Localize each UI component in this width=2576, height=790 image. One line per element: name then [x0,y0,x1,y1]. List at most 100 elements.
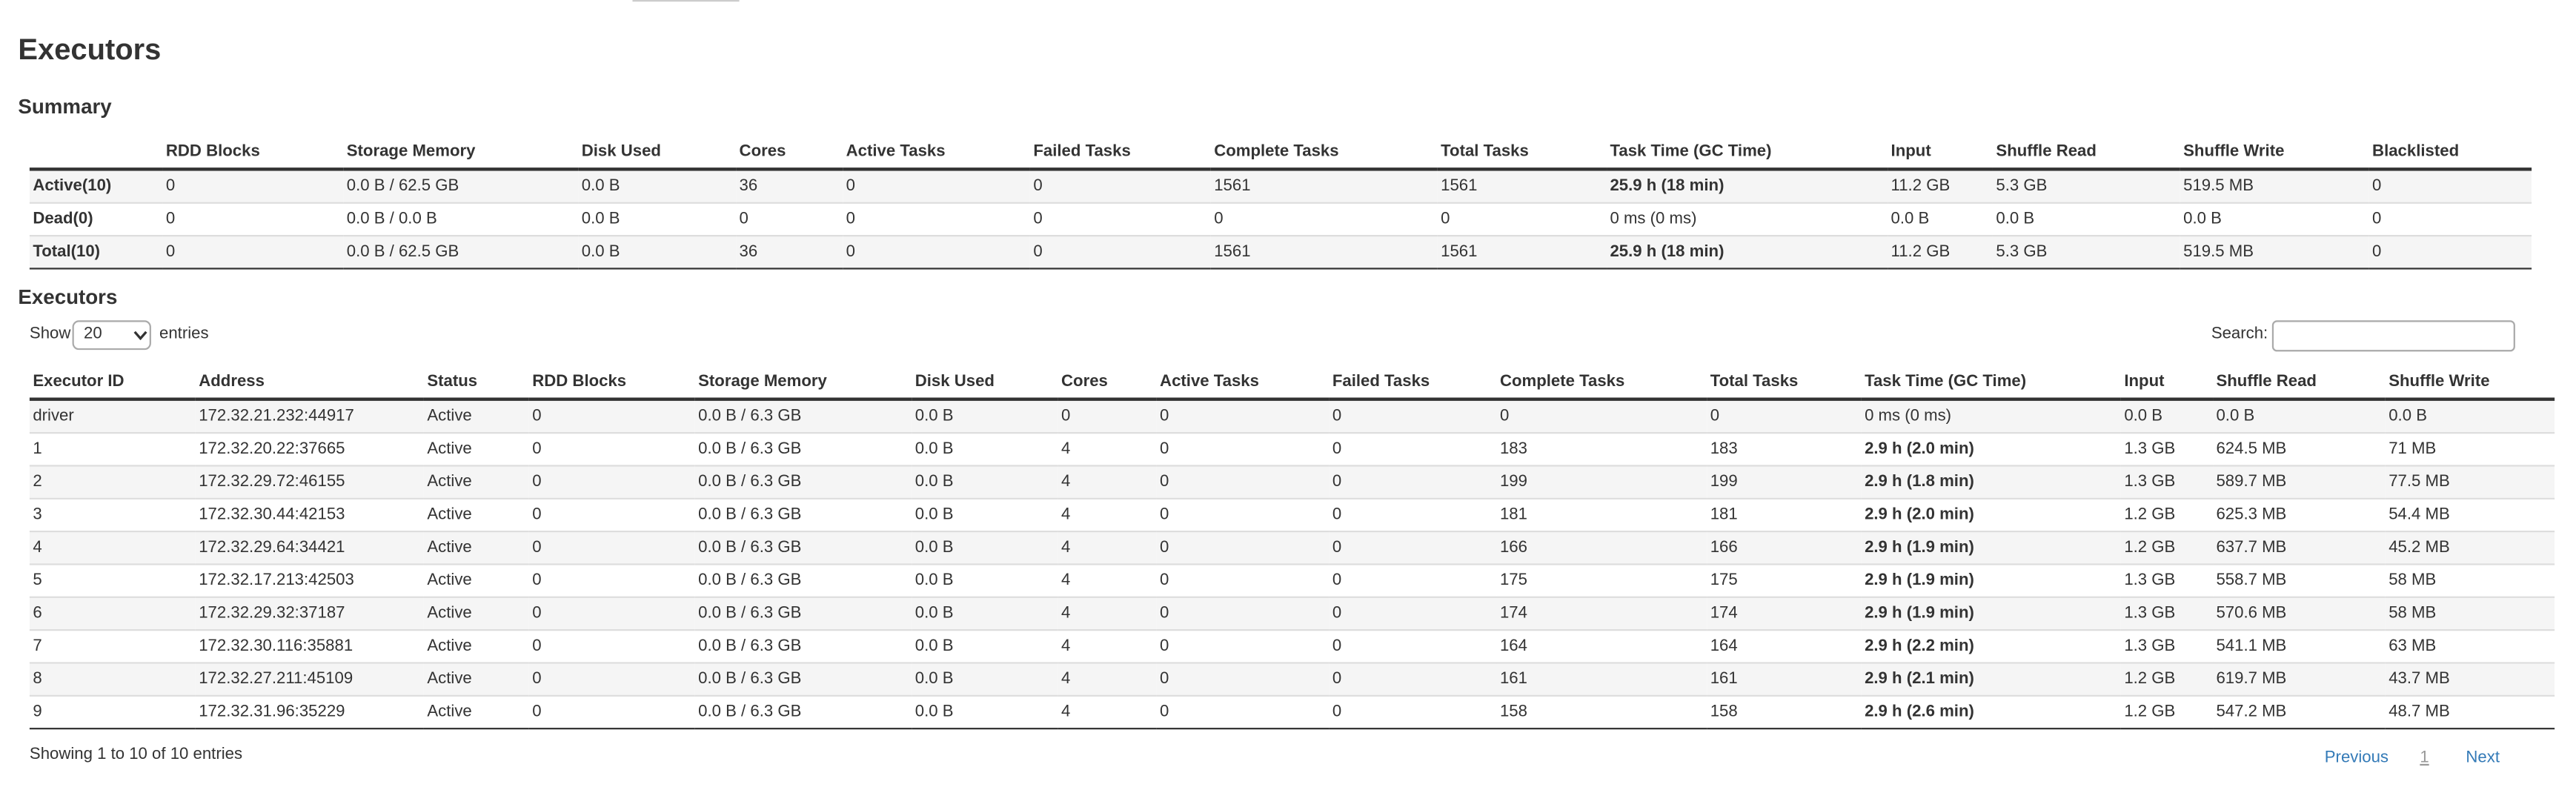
table-cell: 0.0 B / 62.5 GB [343,235,579,270]
column-header: Storage Memory [694,365,912,401]
table-cell: 0 [1329,465,1497,499]
table-cell: 1.3 GB [2120,465,2214,499]
table-cell: 181 [1496,497,1707,532]
table-cell: 0 [528,694,695,730]
column-header: Input [1888,134,1993,171]
table-cell: 181 [1707,497,1862,532]
column-header: Active Tasks [1156,365,1330,401]
table-row: 9 172.32.31.96:35229 Active 0 0.0 B / 6.3 GB… [29,694,2555,730]
table-cell: 175 [1496,563,1707,597]
table-cell: 4 [1058,662,1157,696]
table-cell: 0 [2368,202,2532,236]
table-cell: 175 [1707,563,1862,597]
table-row: driver 172.32.21.232:44917 Active 0 0.0 B / … [29,398,2555,434]
table-cell: 4 [1058,563,1157,597]
table-cell: 0.0 B [912,629,1058,663]
table-cell: 0 ms (0 ms) [1861,398,2121,434]
column-header: Cores [736,134,843,171]
column-header: Status [423,365,529,401]
table-cell: Active [423,432,529,466]
table-cell: 11.2 GB [1888,168,1993,203]
table-cell: 637.7 MB [2213,531,2386,565]
table-cell: 172.32.30.116:35881 [195,629,424,663]
header-row: RDD Blocks Storage Memory Disk Used Cores Ac… [29,134,2532,171]
column-header: Shuffle Write [2180,134,2369,171]
search-input[interactable] [2271,320,2515,352]
table-cell: 0.0 B / 6.3 GB [694,629,912,663]
table-cell: 1561 [1437,168,1607,203]
table-cell: 0 [1329,432,1497,466]
table-cell: 2.9 h (1.9 min) [1861,596,2121,631]
table-cell: 172.32.29.72:46155 [195,465,424,499]
column-header: Failed Tasks [1329,365,1497,401]
table-cell: 2.9 h (2.1 min) [1861,662,2121,696]
table-cell: 0 [1329,398,1497,434]
table-cell: 0 [1329,531,1497,565]
table-cell: Active [423,563,529,597]
column-header: Disk Used [578,134,737,171]
table-cell: 570.6 MB [2213,596,2386,631]
table-cell: Active [423,398,529,434]
table-row: 7 172.32.30.116:35881 Active 0 0.0 B / 6.3 G… [29,629,2555,663]
table-cell: 558.7 MB [2213,563,2386,597]
table-cell: 7 [29,629,196,663]
executors-table: Executor ID Address Status RDD Blocks Storag… [29,365,2555,730]
table-cell: 0.0 B [1992,202,2180,236]
column-header: Disk Used [912,365,1058,401]
scroll-indicator [632,0,740,2]
table-cell: 0.0 B / 6.3 GB [694,662,912,696]
previous-button[interactable]: Previous [2324,748,2389,768]
table-cell: 166 [1496,531,1707,565]
column-header: Failed Tasks [1029,134,1211,171]
column-header: Task Time (GC Time) [1861,365,2121,401]
table-row: 8 172.32.27.211:45109 Active 0 0.0 B / 6.3 G… [29,662,2555,696]
table-cell: 2.9 h (1.9 min) [1861,531,2121,565]
table-cell: 0 [528,398,695,434]
table-cell: 5.3 GB [1992,235,2180,270]
table-cell: 25.9 h (18 min) [1607,235,1888,270]
section-title: Executors [18,285,118,309]
column-header: Total Tasks [1707,365,1862,401]
table-cell: 172.32.29.32:37187 [195,596,424,631]
next-button[interactable]: Next [2466,748,2500,768]
table-cell: 0.0 B [912,563,1058,597]
table-cell: 1.2 GB [2120,497,2214,532]
table-cell: 1.2 GB [2120,531,2214,565]
table-cell: 0.0 B [912,531,1058,565]
table-cell: 0 [1029,235,1211,270]
table-cell: 63 MB [2385,629,2555,663]
table-cell: 161 [1707,662,1862,696]
table-cell: 0 [528,563,695,597]
table-cell: 0.0 B / 6.3 GB [694,432,912,466]
table-cell: 1561 [1210,235,1438,270]
table-cell: 43.7 MB [2385,662,2555,696]
table-row: Total(10) 0 0.0 B / 62.5 GB 0.0 B 36 0 0 1561 15… [29,235,2532,270]
table-cell: 2.9 h (1.8 min) [1861,465,2121,499]
table-cell: Active [423,694,529,730]
table-cell: 172.32.27.211:45109 [195,662,424,696]
page-title: Executors [18,33,162,66]
table-head: RDD Blocks Storage Memory Disk Used Cores Ac… [29,134,2532,171]
show-label: Show [29,325,71,344]
table-cell: 0 [1329,662,1497,696]
table-cell: 1.3 GB [2120,596,2214,631]
table-cell: 624.5 MB [2213,432,2386,466]
table-cell: 0.0 B [2120,398,2214,434]
column-header: Task Time (GC Time) [1607,134,1888,171]
table-cell: 519.5 MB [2180,168,2369,203]
table-cell: 58 MB [2385,596,2555,631]
table-cell: 4 [1058,497,1157,532]
table-row: 4 172.32.29.64:34421 Active 0 0.0 B / 6.3 GB… [29,531,2555,565]
column-header [29,134,163,171]
column-header: Total Tasks [1437,134,1607,171]
table-cell: 0.0 B [912,432,1058,466]
table-cell: 0 [1210,202,1438,236]
page-button[interactable]: 1 [2420,748,2429,768]
table-cell: 0 [1156,662,1330,696]
table-cell: 172.32.30.44:42153 [195,497,424,532]
column-header: RDD Blocks [162,134,344,171]
page-size-select[interactable]: 20 [72,320,151,351]
table-cell: 36 [736,235,843,270]
page-size-value: 20 [84,325,102,344]
